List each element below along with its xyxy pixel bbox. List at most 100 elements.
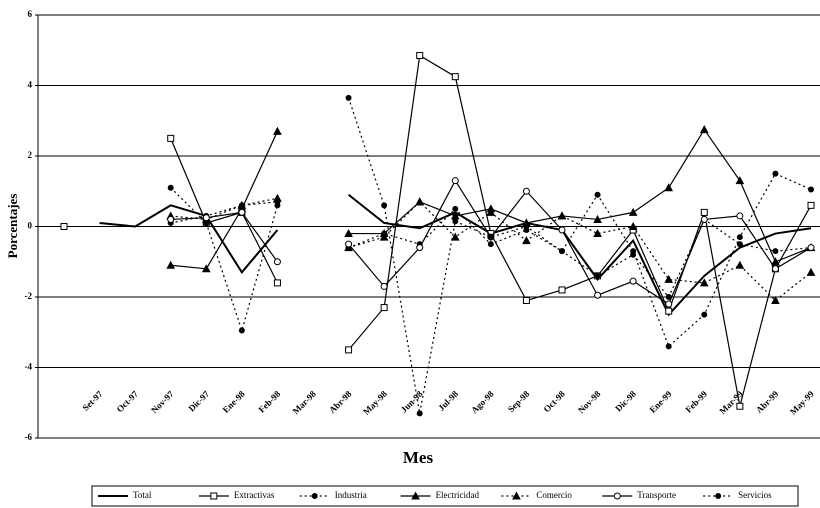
- data-point: [557, 211, 567, 220]
- data-point: [380, 282, 388, 290]
- legend-marker: [210, 492, 218, 500]
- data-point: [167, 134, 175, 142]
- series-line: [348, 54, 812, 407]
- data-point: [238, 208, 246, 216]
- data-point: [559, 248, 565, 255]
- data-point: [523, 223, 530, 230]
- data-point: [522, 236, 531, 245]
- data-point: [166, 260, 176, 269]
- y-tick-label: -4: [25, 362, 33, 372]
- data-point: [344, 228, 353, 238]
- data-point: [664, 183, 674, 192]
- data-point: [772, 248, 779, 255]
- legend-marker: [311, 493, 318, 499]
- data-point: [345, 240, 353, 248]
- data-point: [630, 248, 637, 255]
- data-point: [736, 241, 743, 248]
- data-point: [237, 200, 247, 209]
- data-point: [487, 241, 494, 248]
- data-point: [665, 300, 673, 308]
- data-point: [416, 410, 423, 417]
- data-point: [203, 219, 210, 226]
- data-point: [452, 205, 459, 212]
- data-point: [736, 234, 743, 241]
- data-point: [665, 343, 672, 350]
- data-point: [628, 207, 638, 216]
- data-point: [806, 267, 816, 276]
- data-point: [699, 278, 709, 287]
- series-line: [348, 128, 812, 263]
- data-point: [808, 186, 814, 193]
- series-line: [170, 211, 278, 263]
- data-point: [665, 307, 673, 315]
- data-point: [522, 187, 530, 195]
- data-point: [700, 208, 708, 216]
- data-point: [735, 260, 745, 269]
- data-point: [486, 207, 496, 216]
- legend-marker: [411, 491, 420, 500]
- data-point: [772, 170, 779, 177]
- legend-marker: [512, 491, 521, 500]
- data-point: [664, 274, 674, 283]
- x-axis-label: Mes: [403, 448, 434, 467]
- data-point: [273, 126, 282, 135]
- data-point: [273, 279, 281, 287]
- data-point: [273, 193, 282, 202]
- data-point: [736, 402, 744, 410]
- data-point: [273, 258, 281, 266]
- series-line: [348, 179, 812, 305]
- data-point: [201, 264, 211, 273]
- data-point: [60, 223, 68, 230]
- data-point: [451, 73, 459, 81]
- series-line: [170, 201, 278, 224]
- y-tick-label: 0: [28, 221, 33, 231]
- legend-label: Servicios: [738, 490, 772, 500]
- data-point: [771, 295, 780, 305]
- legend-label: Total: [133, 490, 152, 500]
- data-point: [594, 191, 601, 198]
- data-point: [415, 197, 425, 206]
- data-point: [629, 277, 637, 285]
- data-point: [594, 272, 601, 279]
- y-tick-label: 4: [28, 80, 33, 90]
- data-point: [416, 52, 424, 60]
- data-point: [522, 297, 530, 305]
- data-point: [771, 265, 779, 273]
- y-tick-label: 2: [28, 150, 33, 160]
- data-point: [379, 232, 389, 241]
- series-line: [170, 138, 278, 284]
- series-line: [170, 131, 278, 270]
- data-point: [628, 221, 638, 230]
- data-point: [274, 202, 281, 209]
- data-point: [238, 327, 245, 334]
- y-axis-label: Porcentajes: [5, 194, 20, 259]
- data-point: [700, 215, 708, 223]
- data-point: [558, 226, 566, 234]
- data-point: [451, 177, 459, 185]
- data-point: [736, 212, 744, 220]
- legend-marker: [715, 493, 722, 499]
- data-point: [593, 228, 602, 238]
- data-point: [807, 201, 815, 209]
- data-point: [416, 244, 424, 252]
- data-point: [450, 232, 460, 241]
- data-point: [771, 257, 780, 266]
- legend-box: [91, 485, 799, 507]
- series-line: [348, 200, 812, 302]
- legend-label: Industria: [335, 490, 367, 500]
- legend-label: Transporte: [637, 490, 676, 500]
- data-point: [558, 286, 566, 294]
- series-line: [347, 193, 812, 317]
- series-line: [99, 204, 279, 275]
- data-point: [345, 346, 353, 354]
- data-point: [167, 215, 175, 223]
- data-point: [487, 234, 494, 241]
- data-point: [807, 244, 815, 252]
- data-point: [735, 176, 745, 185]
- legend-label: Extractivas: [234, 490, 275, 500]
- legend-label: Comercio: [536, 490, 572, 500]
- data-point: [701, 311, 708, 318]
- data-point: [381, 202, 388, 209]
- data-point: [452, 218, 459, 225]
